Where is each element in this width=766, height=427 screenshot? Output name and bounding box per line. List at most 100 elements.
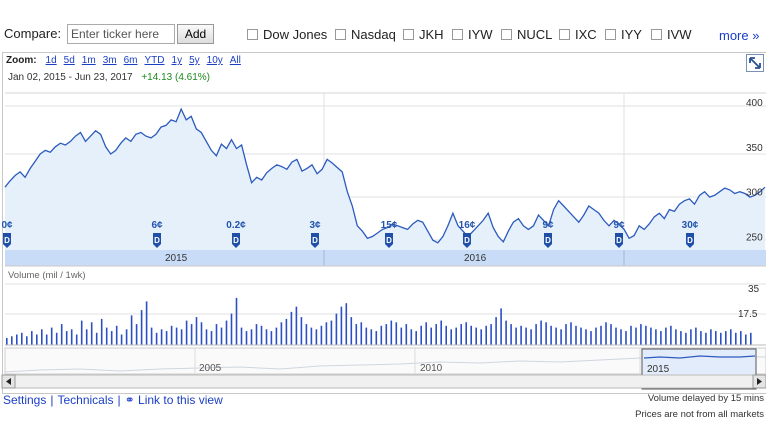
link-to-view[interactable]: ⚭ Link to this view: [124, 393, 223, 407]
volume-bar: [50, 327, 53, 345]
volume-bar: [530, 329, 532, 345]
dividend-label: 0.2¢: [226, 220, 246, 231]
expand-chart-button[interactable]: [746, 54, 764, 72]
dividend-marker[interactable]: 9¢ D: [542, 220, 554, 248]
compare-ixc[interactable]: IXC: [559, 27, 597, 42]
zoom-all[interactable]: All: [229, 55, 241, 66]
volume-bar: [220, 327, 223, 345]
zoom-3m[interactable]: 3m: [102, 55, 117, 66]
checkbox-icon[interactable]: [501, 29, 512, 40]
more-link[interactable]: more »: [719, 28, 760, 43]
volume-axis-label: Volume (mil / 1wk): [8, 270, 86, 281]
checkbox-icon[interactable]: [605, 29, 616, 40]
volume-bar: [590, 331, 592, 345]
compare-nasdaq[interactable]: Nasdaq: [335, 27, 396, 42]
chart-frame: [2, 52, 766, 394]
volume-bar: [125, 329, 128, 345]
volume-bar: [26, 336, 28, 345]
price-line: [4, 107, 766, 244]
volume-bar: [21, 332, 23, 345]
dividend-label: 9¢: [542, 220, 554, 231]
year-label: 2015: [165, 253, 188, 264]
checkbox-icon[interactable]: [452, 29, 463, 40]
compare-dow-jones[interactable]: Dow Jones: [247, 27, 327, 42]
dividend-marker[interactable]: 9¢ D: [613, 220, 625, 248]
compare-item-label: IXC: [575, 27, 597, 42]
checkbox-icon[interactable]: [559, 29, 570, 40]
volume-bar: [360, 322, 363, 345]
volume-bar: [160, 329, 163, 345]
range-dash: -: [68, 72, 72, 83]
compare-iyy[interactable]: IYY: [605, 27, 642, 42]
compare-ivw[interactable]: IVW: [651, 27, 692, 42]
dividend-flag-icon: [153, 233, 161, 248]
footer-separator: |: [117, 393, 121, 407]
dividend-flag-letter: D: [4, 236, 10, 245]
checkbox-icon[interactable]: [247, 29, 258, 40]
overview-year-label: 2005: [199, 363, 222, 374]
volume-bar: [585, 329, 587, 345]
volume-bar: [665, 327, 667, 345]
checkbox-icon[interactable]: [651, 29, 662, 40]
volume-bar: [355, 324, 358, 345]
volume-bar: [540, 320, 542, 345]
volume-delay-note: Volume delayed by 15 mins: [647, 393, 764, 404]
volume-bar: [310, 327, 313, 345]
dividend-flag-icon: [232, 233, 240, 248]
zoom-10y[interactable]: 10y: [206, 55, 223, 66]
price-tick: 300: [746, 188, 763, 199]
dividend-flag-icon: [615, 233, 623, 248]
zoom-1m[interactable]: 1m: [81, 55, 96, 66]
volume-bar: [55, 332, 58, 345]
compare-iyw[interactable]: IYW: [452, 27, 493, 42]
volume-bar: [41, 329, 43, 345]
volume-bar: [400, 327, 403, 345]
volume-bar: [320, 325, 323, 345]
compare-item-label: NUCL: [517, 27, 553, 42]
volume-bar: [430, 327, 432, 345]
volume-bar: [555, 327, 557, 345]
technicals-link[interactable]: Technicals: [57, 393, 114, 407]
ticker-input[interactable]: [67, 24, 175, 44]
zoom-5d[interactable]: 5d: [63, 55, 75, 66]
volume-bar: [255, 324, 258, 345]
volume-bar: [655, 329, 657, 345]
settings-link[interactable]: Settings: [3, 393, 47, 407]
overview-year-label: 2010: [420, 363, 443, 374]
volume-bar: [565, 324, 567, 345]
volume-bar: [650, 327, 652, 345]
dividend-flag-icon: [3, 233, 11, 248]
dividend-marker[interactable]: 30¢ D: [682, 220, 699, 248]
volume-bar: [745, 334, 747, 345]
checkbox-icon[interactable]: [335, 29, 346, 40]
zoom-label: Zoom:: [6, 55, 37, 66]
zoom-1y[interactable]: 1y: [171, 55, 183, 66]
dividend-marker[interactable]: 15¢ D: [381, 220, 398, 248]
volume-bar: [455, 327, 457, 345]
compare-jkh[interactable]: JKH: [403, 27, 444, 42]
dividend-label: 9¢: [613, 220, 625, 231]
zoom-1d[interactable]: 1d: [45, 55, 57, 66]
volume-bar: [575, 325, 577, 345]
dividend-marker[interactable]: 6¢ D: [151, 220, 163, 248]
zoom-6m[interactable]: 6m: [123, 55, 138, 66]
volume-bar: [500, 308, 502, 345]
volume-bar: [285, 318, 288, 345]
add-button[interactable]: Add: [177, 24, 214, 44]
volume-bar: [230, 313, 233, 345]
dividend-marker[interactable]: 16¢ D: [459, 220, 476, 248]
scrollbar[interactable]: [1, 374, 766, 389]
zoom-5y[interactable]: 5y: [189, 55, 200, 66]
dividend-marker[interactable]: 0.2¢ D: [226, 220, 246, 248]
checkbox-icon[interactable]: [403, 29, 414, 40]
compare-nucl[interactable]: NUCL: [501, 27, 552, 42]
zoom-ytd[interactable]: YTD: [144, 55, 165, 66]
volume-bar: [635, 327, 637, 345]
dividend-marker[interactable]: 3¢ D: [309, 220, 321, 248]
volume-bar: [60, 324, 63, 345]
dividend-marker[interactable]: 0¢ D: [1, 220, 13, 248]
volume-bar: [270, 331, 273, 345]
volume-bar: [520, 325, 522, 345]
dividend-label: 16¢: [459, 220, 476, 231]
